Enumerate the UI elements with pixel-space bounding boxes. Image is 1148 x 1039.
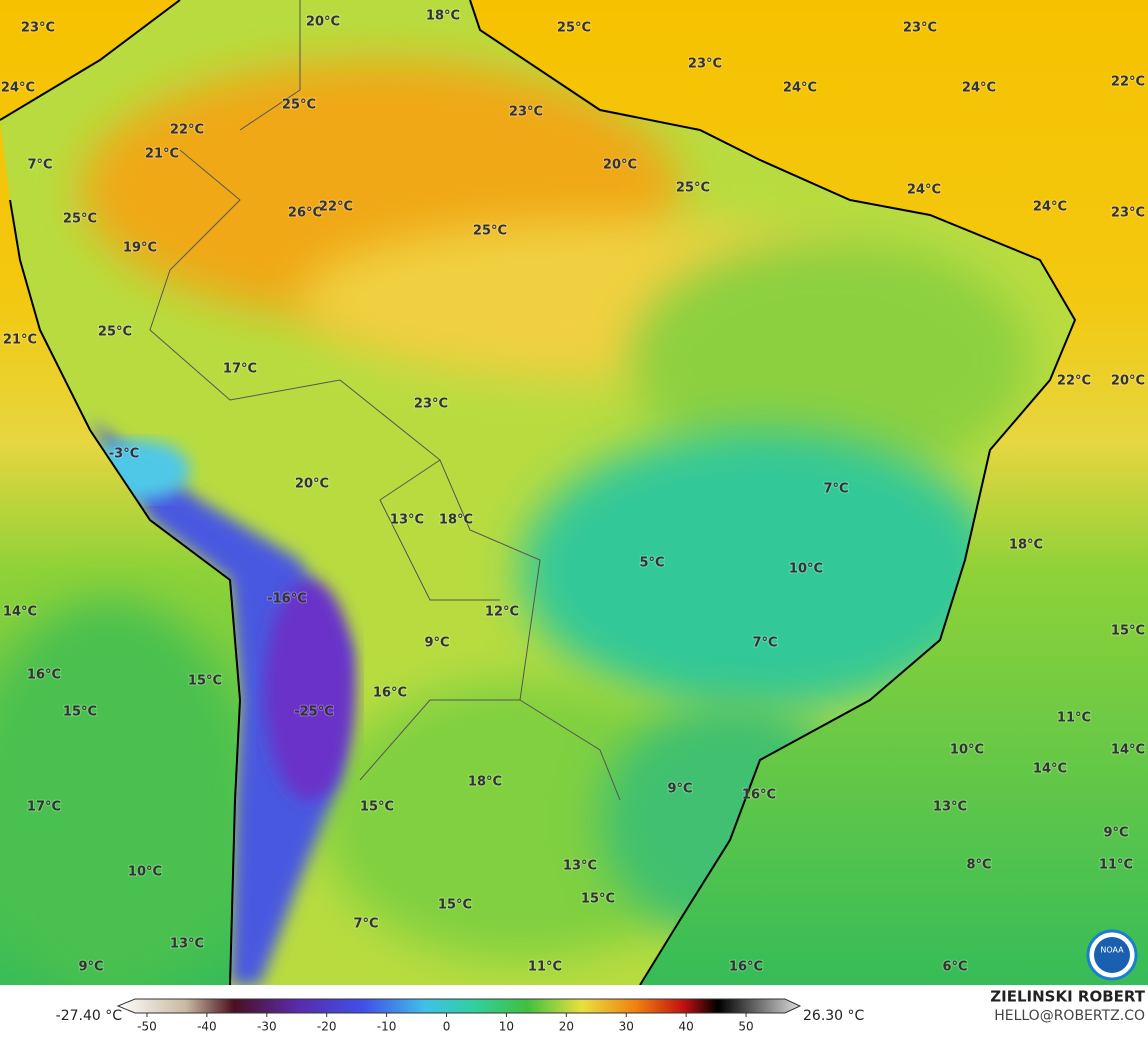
colorbar-tick-label: 30 xyxy=(619,1020,634,1034)
temp-label: 7°C xyxy=(752,636,777,651)
temp-label: 23°C xyxy=(688,57,722,72)
temp-label: -16°C xyxy=(267,592,307,607)
colorbar-tick-label: -20 xyxy=(317,1020,337,1034)
temp-label: 13°C xyxy=(170,937,204,952)
colorbar-tick-label: -10 xyxy=(377,1020,397,1034)
temp-label: 24°C xyxy=(1033,200,1067,215)
temp-label: 23°C xyxy=(903,21,937,36)
temp-label: 18°C xyxy=(439,513,473,528)
temp-label: 20°C xyxy=(603,158,637,173)
temp-label: 17°C xyxy=(27,800,61,815)
colorbar-tick-label: -30 xyxy=(257,1020,277,1034)
colorbar xyxy=(116,998,802,1014)
temp-label: 25°C xyxy=(676,181,710,196)
temp-label: 25°C xyxy=(473,224,507,239)
logo: NOAA xyxy=(1086,929,1138,981)
colorbar-tick-label: 10 xyxy=(499,1020,514,1034)
temp-label: 25°C xyxy=(63,212,97,227)
temp-label: 7°C xyxy=(823,482,848,497)
temp-label: 23°C xyxy=(414,397,448,412)
temp-label: 23°C xyxy=(509,105,543,120)
temp-label: 15°C xyxy=(188,674,222,689)
temp-label: 25°C xyxy=(98,325,132,340)
temp-label: -3°C xyxy=(109,447,139,462)
temp-label: 11°C xyxy=(1099,858,1133,873)
temp-label: 18°C xyxy=(1009,538,1043,553)
temp-label: 16°C xyxy=(729,960,763,975)
temp-label: 25°C xyxy=(282,98,316,113)
temp-label: 16°C xyxy=(373,686,407,701)
colorbar-min: -27.40 °C xyxy=(56,1008,123,1024)
temp-label: 11°C xyxy=(1057,711,1091,726)
temp-label: 20°C xyxy=(295,477,329,492)
temp-label: 6°C xyxy=(942,960,967,975)
coastline xyxy=(0,0,1077,986)
temp-label: 13°C xyxy=(563,859,597,874)
temp-label: 22°C xyxy=(170,123,204,138)
temp-label: 18°C xyxy=(426,9,460,24)
temp-label: 15°C xyxy=(438,898,472,913)
temp-label: 10°C xyxy=(950,743,984,758)
temp-label: 9°C xyxy=(424,636,449,651)
temp-label: 24°C xyxy=(907,183,941,198)
temp-label: 17°C xyxy=(223,362,257,377)
temp-label: 13°C xyxy=(390,513,424,528)
temp-label: 23°C xyxy=(21,21,55,36)
temp-label: 8°C xyxy=(966,858,991,873)
temp-label: 24°C xyxy=(1,81,35,96)
temp-label: 24°C xyxy=(962,81,996,96)
colorbar-tick-label: 50 xyxy=(738,1020,753,1034)
temp-label: 19°C xyxy=(123,241,157,256)
temp-label: 21°C xyxy=(145,147,179,162)
temp-label: 25°C xyxy=(557,21,591,36)
temp-label: 14°C xyxy=(1111,743,1145,758)
temp-label: 18°C xyxy=(468,775,502,790)
temp-label: 12°C xyxy=(485,605,519,620)
borders xyxy=(149,0,621,801)
temp-label: 15°C xyxy=(360,800,394,815)
temp-label: 10°C xyxy=(128,865,162,880)
temp-label: 11°C xyxy=(528,960,562,975)
colorbar-tick-label: 0 xyxy=(443,1020,451,1034)
temp-label: 16°C xyxy=(27,668,61,683)
temp-label: 20°C xyxy=(1111,374,1145,389)
temp-label: 21°C xyxy=(3,333,37,348)
temp-label: 15°C xyxy=(63,705,97,720)
temp-label: 10°C xyxy=(789,562,823,577)
temp-label: 9°C xyxy=(667,782,692,797)
temp-label: 16°C xyxy=(742,788,776,803)
temp-label: 22°C xyxy=(1111,75,1145,90)
temp-label: 5°C xyxy=(639,556,664,571)
temp-label: 9°C xyxy=(78,960,103,975)
temp-label: 22°C xyxy=(1057,374,1091,389)
temp-label: 15°C xyxy=(581,892,615,907)
temp-label: 22°C xyxy=(319,200,353,215)
colorbar-tick-label: 40 xyxy=(679,1020,694,1034)
colorbar-tick-label: -50 xyxy=(137,1020,157,1034)
colorbar-tick-label: -40 xyxy=(197,1020,217,1034)
credit-email: HELLO@ROBERTZ.CO xyxy=(994,1008,1145,1024)
temp-label: 23°C xyxy=(1111,206,1145,221)
temp-label: 20°C xyxy=(306,15,340,30)
temp-label: -25°C xyxy=(294,705,334,720)
credit-name: ZIELINSKI ROBERT xyxy=(990,988,1145,1006)
temp-label: 7°C xyxy=(27,158,52,173)
temp-label: 14°C xyxy=(3,605,37,620)
logo-text: NOAA xyxy=(1100,946,1124,955)
pacific xyxy=(0,600,250,1000)
temp-label: 14°C xyxy=(1033,762,1067,777)
temp-label: 7°C xyxy=(353,917,378,932)
temp-label: 15°C xyxy=(1111,624,1145,639)
temp-label: 13°C xyxy=(933,800,967,815)
temp-label: 9°C xyxy=(1103,826,1128,841)
colorbar-tick-label: 20 xyxy=(559,1020,574,1034)
colorbar-max: 26.30 °C xyxy=(803,1008,865,1024)
temp-label: 24°C xyxy=(783,81,817,96)
temp-label: 26°C xyxy=(288,206,322,221)
